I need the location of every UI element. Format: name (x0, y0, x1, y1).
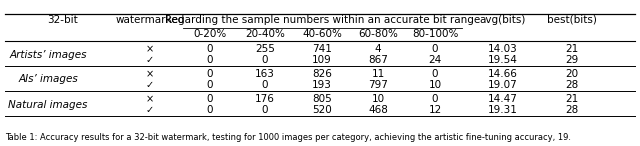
Text: 29: 29 (565, 55, 579, 65)
Text: 11: 11 (371, 69, 385, 79)
Text: 19.07: 19.07 (488, 80, 518, 90)
Text: 0: 0 (207, 44, 213, 54)
Text: 826: 826 (312, 69, 332, 79)
Text: avg(bits): avg(bits) (480, 15, 526, 25)
Text: 14.66: 14.66 (488, 69, 518, 79)
Text: Regarding the sample numbers within an accurate bit range: Regarding the sample numbers within an a… (165, 15, 480, 25)
Text: ×: × (146, 94, 154, 104)
Text: 60-80%: 60-80% (358, 29, 398, 39)
Text: ×: × (146, 44, 154, 54)
Text: 14.47: 14.47 (488, 94, 518, 104)
Text: 255: 255 (255, 44, 275, 54)
Text: 28: 28 (565, 105, 579, 115)
Text: 28: 28 (565, 80, 579, 90)
Text: 32-bit: 32-bit (47, 15, 78, 25)
Text: 0: 0 (432, 69, 438, 79)
Text: Table 1: Accuracy results for a 32-bit watermark, testing for 1000 images per ca: Table 1: Accuracy results for a 32-bit w… (5, 133, 571, 142)
Text: 193: 193 (312, 80, 332, 90)
Text: 109: 109 (312, 55, 332, 65)
Text: ✓: ✓ (146, 105, 154, 115)
Text: 0: 0 (262, 55, 268, 65)
Text: 0: 0 (432, 44, 438, 54)
Text: 0-20%: 0-20% (193, 29, 227, 39)
Text: 0: 0 (262, 105, 268, 115)
Text: 40-60%: 40-60% (302, 29, 342, 39)
Text: 21: 21 (565, 44, 579, 54)
Text: 176: 176 (255, 94, 275, 104)
Text: 0: 0 (207, 105, 213, 115)
Text: 163: 163 (255, 69, 275, 79)
Text: 520: 520 (312, 105, 332, 115)
Text: ✓: ✓ (146, 55, 154, 65)
Text: 24: 24 (428, 55, 442, 65)
Text: 468: 468 (368, 105, 388, 115)
Text: 10: 10 (371, 94, 385, 104)
Text: 20-40%: 20-40% (245, 29, 285, 39)
Text: 0: 0 (207, 80, 213, 90)
Text: 741: 741 (312, 44, 332, 54)
Text: 805: 805 (312, 94, 332, 104)
Text: ×: × (146, 69, 154, 79)
Text: best(bits): best(bits) (547, 15, 597, 25)
Text: watermarked: watermarked (115, 15, 184, 25)
Text: 4: 4 (374, 44, 381, 54)
Text: 19.54: 19.54 (488, 55, 518, 65)
Text: 21: 21 (565, 94, 579, 104)
Text: 867: 867 (368, 55, 388, 65)
Text: 12: 12 (428, 105, 442, 115)
Text: 19.31: 19.31 (488, 105, 518, 115)
Text: 14.03: 14.03 (488, 44, 518, 54)
Text: Natural images: Natural images (8, 100, 88, 110)
Text: 10: 10 (428, 80, 442, 90)
Text: Artists’ images: Artists’ images (9, 49, 87, 60)
Text: 20: 20 (565, 69, 579, 79)
Text: 0: 0 (207, 69, 213, 79)
Text: 0: 0 (207, 55, 213, 65)
Text: 0: 0 (207, 94, 213, 104)
Text: 0: 0 (262, 80, 268, 90)
Text: 797: 797 (368, 80, 388, 90)
Text: 0: 0 (432, 94, 438, 104)
Text: AIs’ images: AIs’ images (18, 74, 78, 85)
Text: 80-100%: 80-100% (412, 29, 458, 39)
Text: ✓: ✓ (146, 80, 154, 90)
